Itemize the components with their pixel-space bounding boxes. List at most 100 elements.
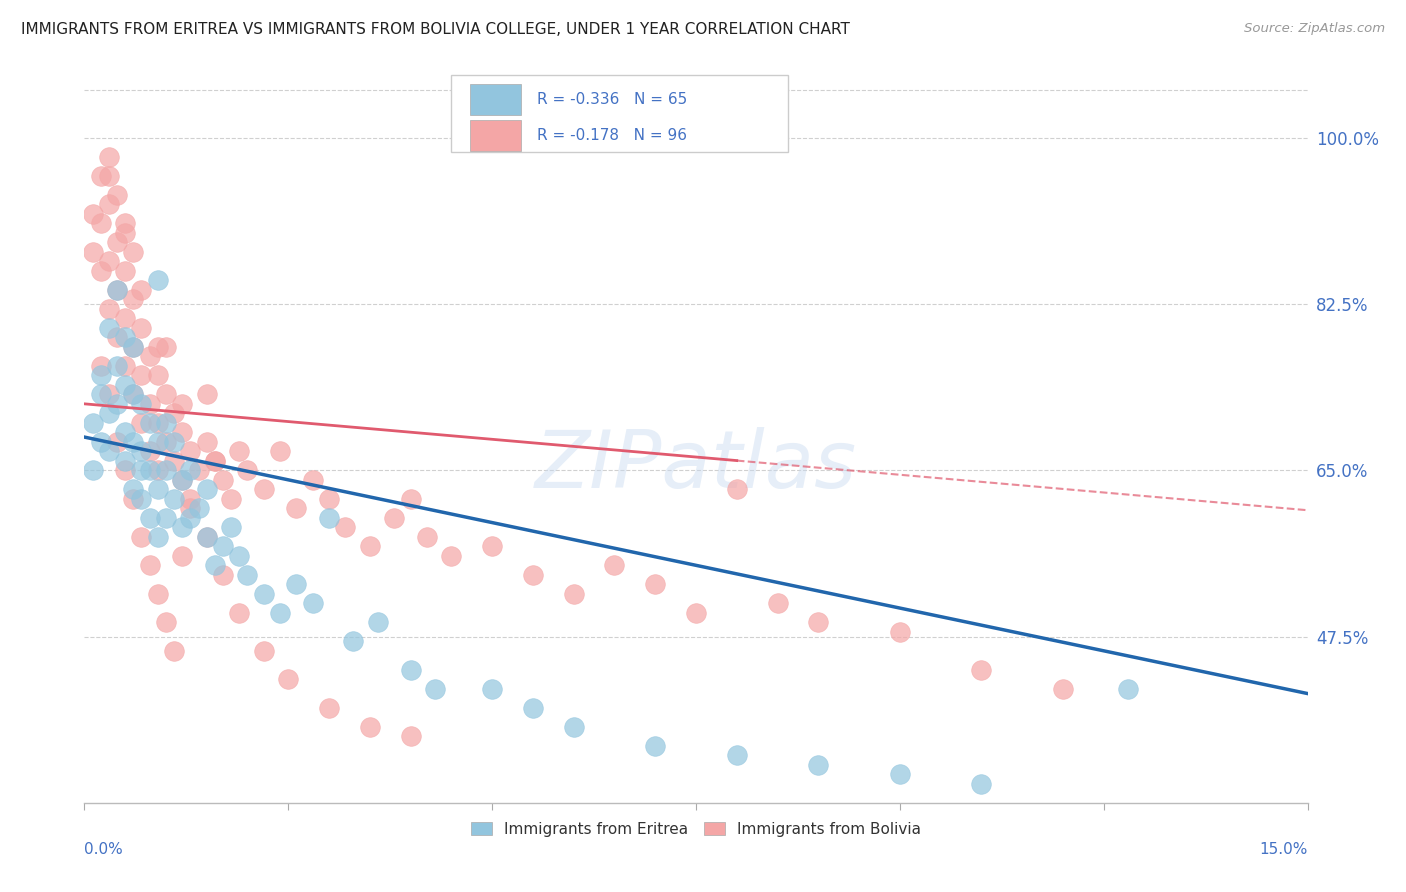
- Point: [440, 549, 463, 563]
- Point: [97, 301, 120, 316]
- Point: [97, 406, 120, 420]
- Point: [97, 150, 120, 164]
- Point: [122, 340, 145, 354]
- Legend: Immigrants from Eritrea, Immigrants from Bolivia: Immigrants from Eritrea, Immigrants from…: [464, 815, 928, 843]
- Point: [195, 530, 218, 544]
- Point: [269, 444, 291, 458]
- Point: [725, 748, 748, 763]
- Point: [90, 368, 112, 383]
- Point: [228, 444, 250, 458]
- Point: [359, 720, 381, 734]
- Point: [179, 501, 201, 516]
- Point: [122, 387, 145, 401]
- Point: [146, 587, 169, 601]
- Point: [146, 463, 169, 477]
- Point: [146, 530, 169, 544]
- Point: [318, 491, 340, 506]
- FancyBboxPatch shape: [470, 120, 522, 151]
- Point: [155, 434, 177, 449]
- Point: [122, 483, 145, 497]
- Text: R = -0.336   N = 65: R = -0.336 N = 65: [537, 92, 688, 107]
- Point: [163, 434, 186, 449]
- Point: [105, 283, 128, 297]
- Point: [970, 777, 993, 791]
- Point: [114, 463, 136, 477]
- Point: [399, 729, 422, 743]
- Point: [236, 463, 259, 477]
- Point: [212, 473, 235, 487]
- Point: [146, 483, 169, 497]
- FancyBboxPatch shape: [470, 84, 522, 115]
- Point: [172, 425, 194, 440]
- Point: [725, 483, 748, 497]
- Point: [807, 615, 830, 630]
- Point: [522, 701, 544, 715]
- Point: [97, 321, 120, 335]
- Point: [342, 634, 364, 648]
- Point: [131, 491, 153, 506]
- Point: [301, 596, 323, 610]
- Point: [131, 530, 153, 544]
- Point: [146, 368, 169, 383]
- Point: [114, 311, 136, 326]
- Point: [82, 244, 104, 259]
- Point: [277, 673, 299, 687]
- Point: [685, 606, 707, 620]
- Point: [219, 520, 242, 534]
- Point: [195, 434, 218, 449]
- Point: [204, 558, 226, 573]
- Point: [172, 473, 194, 487]
- Point: [212, 539, 235, 553]
- Point: [359, 539, 381, 553]
- Point: [138, 558, 160, 573]
- Point: [131, 416, 153, 430]
- Point: [253, 587, 276, 601]
- Point: [481, 681, 503, 696]
- Point: [155, 387, 177, 401]
- Point: [301, 473, 323, 487]
- Point: [105, 359, 128, 373]
- Point: [204, 454, 226, 468]
- Text: R = -0.178   N = 96: R = -0.178 N = 96: [537, 128, 688, 143]
- Point: [122, 387, 145, 401]
- Point: [97, 254, 120, 268]
- Point: [179, 463, 201, 477]
- Text: 0.0%: 0.0%: [84, 842, 124, 856]
- Point: [131, 321, 153, 335]
- Point: [97, 169, 120, 183]
- Point: [131, 463, 153, 477]
- Text: Source: ZipAtlas.com: Source: ZipAtlas.com: [1244, 22, 1385, 36]
- Point: [172, 397, 194, 411]
- Point: [114, 454, 136, 468]
- Point: [195, 483, 218, 497]
- Point: [82, 463, 104, 477]
- Point: [179, 444, 201, 458]
- Point: [105, 330, 128, 344]
- Point: [155, 340, 177, 354]
- Point: [146, 273, 169, 287]
- Point: [163, 491, 186, 506]
- Point: [889, 767, 911, 781]
- Point: [138, 397, 160, 411]
- Point: [131, 397, 153, 411]
- Point: [155, 615, 177, 630]
- Point: [382, 511, 405, 525]
- Point: [90, 264, 112, 278]
- Point: [114, 377, 136, 392]
- Point: [90, 216, 112, 230]
- Point: [146, 416, 169, 430]
- Point: [97, 387, 120, 401]
- Point: [269, 606, 291, 620]
- Point: [97, 444, 120, 458]
- Point: [138, 463, 160, 477]
- Point: [105, 283, 128, 297]
- Point: [82, 207, 104, 221]
- Point: [155, 511, 177, 525]
- Point: [90, 434, 112, 449]
- Point: [131, 368, 153, 383]
- Point: [236, 567, 259, 582]
- Point: [131, 283, 153, 297]
- Point: [146, 434, 169, 449]
- Point: [318, 511, 340, 525]
- Point: [179, 491, 201, 506]
